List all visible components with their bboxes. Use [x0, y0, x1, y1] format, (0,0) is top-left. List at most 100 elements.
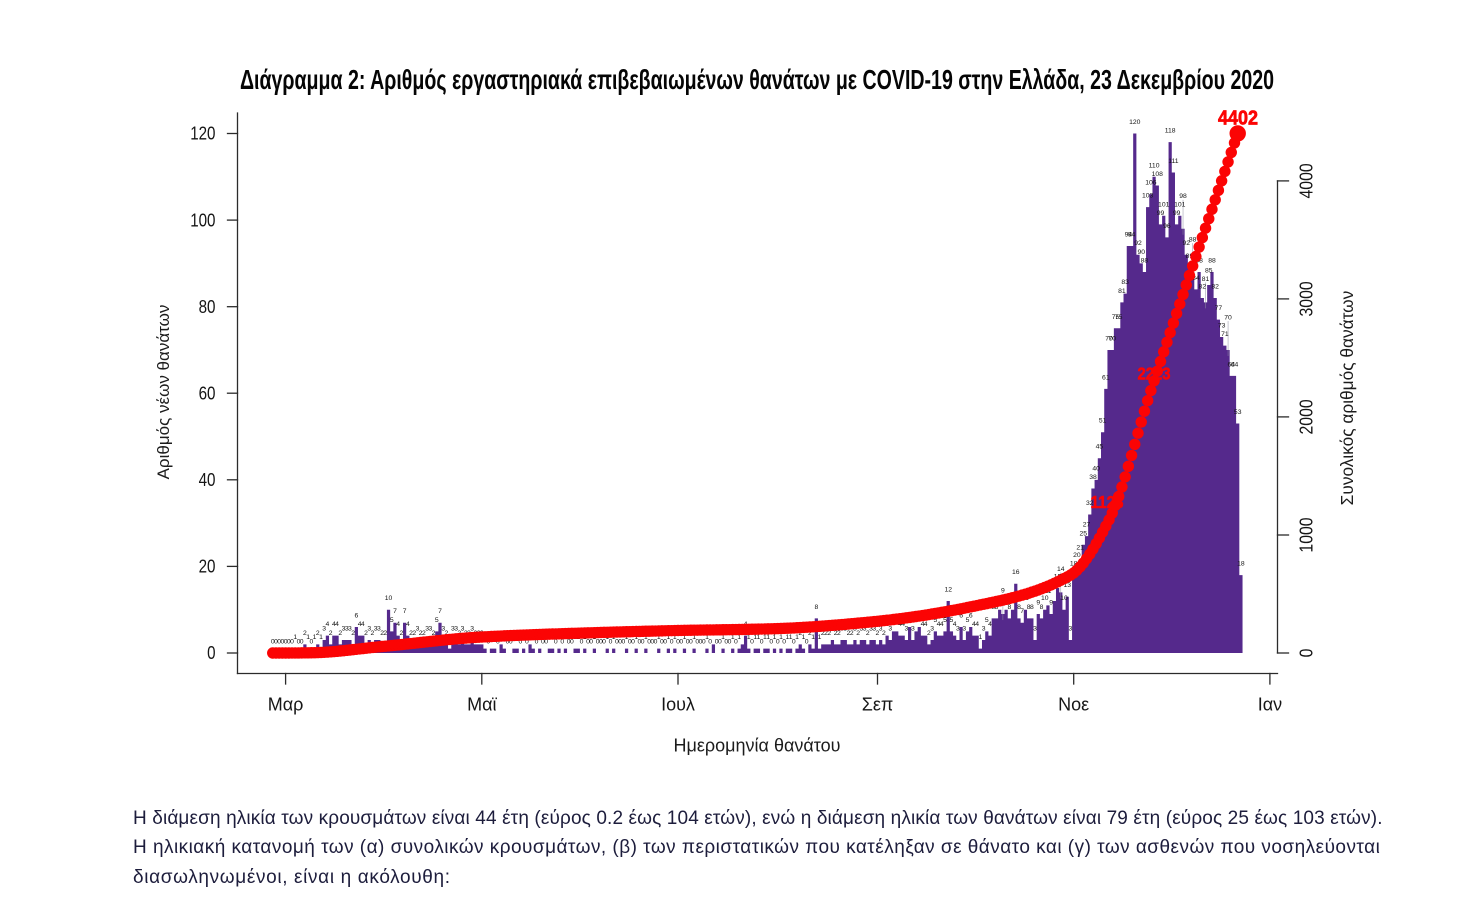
svg-text:Σεπ: Σεπ: [862, 695, 894, 715]
svg-text:85: 85: [1205, 268, 1213, 275]
svg-text:2: 2: [316, 630, 320, 637]
svg-text:4: 4: [972, 621, 976, 628]
svg-text:10: 10: [1041, 595, 1049, 602]
svg-text:5: 5: [390, 617, 394, 624]
svg-text:Νοε: Νοε: [1058, 695, 1089, 715]
svg-text:0: 0: [663, 639, 667, 646]
svg-text:103: 103: [1142, 193, 1154, 200]
svg-text:0: 0: [535, 639, 539, 646]
svg-text:2: 2: [798, 630, 802, 637]
svg-text:3: 3: [859, 626, 863, 633]
svg-text:1: 1: [766, 634, 770, 641]
svg-text:0: 0: [805, 639, 809, 646]
svg-text:0: 0: [1296, 649, 1316, 658]
svg-text:2: 2: [432, 630, 436, 637]
svg-text:18: 18: [1237, 561, 1245, 568]
svg-text:6: 6: [959, 613, 963, 620]
svg-text:118: 118: [1165, 128, 1176, 135]
svg-text:92: 92: [1182, 240, 1190, 247]
svg-text:8: 8: [1007, 604, 1011, 611]
svg-text:0: 0: [509, 639, 513, 646]
svg-text:2: 2: [400, 630, 404, 637]
svg-text:Αριθμός νέων θανάτων: Αριθμός νέων θανάτων: [154, 305, 173, 480]
svg-text:0: 0: [589, 639, 593, 646]
svg-text:3: 3: [1033, 626, 1037, 633]
svg-text:3: 3: [441, 626, 445, 633]
svg-text:70: 70: [1224, 314, 1232, 321]
svg-text:0: 0: [596, 639, 600, 646]
svg-text:0: 0: [609, 639, 613, 646]
svg-text:3: 3: [428, 626, 432, 633]
svg-text:0: 0: [615, 639, 619, 646]
svg-text:2: 2: [834, 630, 838, 637]
svg-text:0: 0: [628, 639, 632, 646]
svg-text:12: 12: [944, 587, 952, 594]
svg-text:1: 1: [306, 634, 310, 641]
svg-text:2: 2: [419, 630, 423, 637]
svg-text:3: 3: [1069, 626, 1073, 633]
svg-text:99: 99: [1173, 210, 1181, 217]
svg-text:5: 5: [985, 617, 989, 624]
svg-text:2: 2: [808, 630, 812, 637]
svg-text:0: 0: [750, 639, 754, 646]
svg-text:99: 99: [1157, 210, 1165, 217]
svg-text:8: 8: [814, 604, 818, 611]
svg-text:0: 0: [699, 639, 703, 646]
svg-text:3: 3: [982, 626, 986, 633]
svg-text:5: 5: [943, 617, 947, 624]
svg-text:3: 3: [425, 626, 429, 633]
svg-text:0: 0: [708, 639, 712, 646]
svg-text:0: 0: [618, 639, 622, 646]
svg-text:2: 2: [338, 630, 342, 637]
svg-text:7: 7: [403, 608, 407, 615]
svg-text:0: 0: [274, 639, 278, 646]
svg-text:0: 0: [277, 639, 281, 646]
svg-text:Ιουλ: Ιουλ: [661, 695, 695, 715]
svg-text:1: 1: [731, 634, 735, 641]
svg-text:1: 1: [747, 634, 751, 641]
svg-text:1: 1: [757, 634, 761, 641]
svg-text:1: 1: [644, 634, 648, 641]
svg-text:4: 4: [406, 621, 410, 628]
svg-text:0: 0: [560, 639, 564, 646]
svg-text:0: 0: [271, 639, 275, 646]
svg-text:64: 64: [1227, 361, 1235, 368]
svg-text:8: 8: [1030, 604, 1034, 611]
svg-text:70: 70: [1105, 335, 1113, 342]
svg-text:81: 81: [1118, 288, 1126, 295]
svg-text:1: 1: [293, 634, 297, 641]
svg-text:81: 81: [1202, 276, 1210, 283]
svg-text:2: 2: [824, 630, 828, 637]
svg-text:0: 0: [309, 639, 313, 646]
svg-text:3: 3: [367, 626, 371, 633]
svg-text:1: 1: [705, 634, 709, 641]
svg-text:38: 38: [1089, 474, 1097, 481]
svg-text:92: 92: [1134, 240, 1142, 247]
svg-text:4: 4: [953, 621, 957, 628]
svg-text:3: 3: [962, 626, 966, 633]
svg-text:0: 0: [554, 639, 558, 646]
svg-text:1: 1: [818, 634, 822, 641]
svg-text:1: 1: [737, 634, 741, 641]
svg-text:20: 20: [199, 557, 216, 577]
svg-text:1: 1: [319, 634, 323, 641]
svg-text:0: 0: [718, 639, 722, 646]
svg-text:0: 0: [599, 639, 603, 646]
svg-text:3: 3: [888, 626, 892, 633]
svg-text:40: 40: [199, 470, 216, 490]
svg-text:77: 77: [1215, 305, 1223, 312]
svg-text:0: 0: [715, 639, 719, 646]
svg-text:90: 90: [1137, 249, 1145, 256]
svg-text:2: 2: [827, 630, 831, 637]
svg-text:100: 100: [190, 210, 215, 230]
svg-text:3: 3: [377, 626, 381, 633]
svg-text:0: 0: [702, 639, 706, 646]
svg-text:2: 2: [821, 630, 825, 637]
svg-text:0: 0: [541, 639, 545, 646]
svg-text:1: 1: [773, 634, 777, 641]
svg-text:75: 75: [1115, 314, 1123, 321]
svg-text:4: 4: [326, 621, 330, 628]
svg-text:1000: 1000: [1296, 517, 1316, 552]
svg-text:1: 1: [779, 634, 783, 641]
svg-text:1: 1: [785, 634, 789, 641]
